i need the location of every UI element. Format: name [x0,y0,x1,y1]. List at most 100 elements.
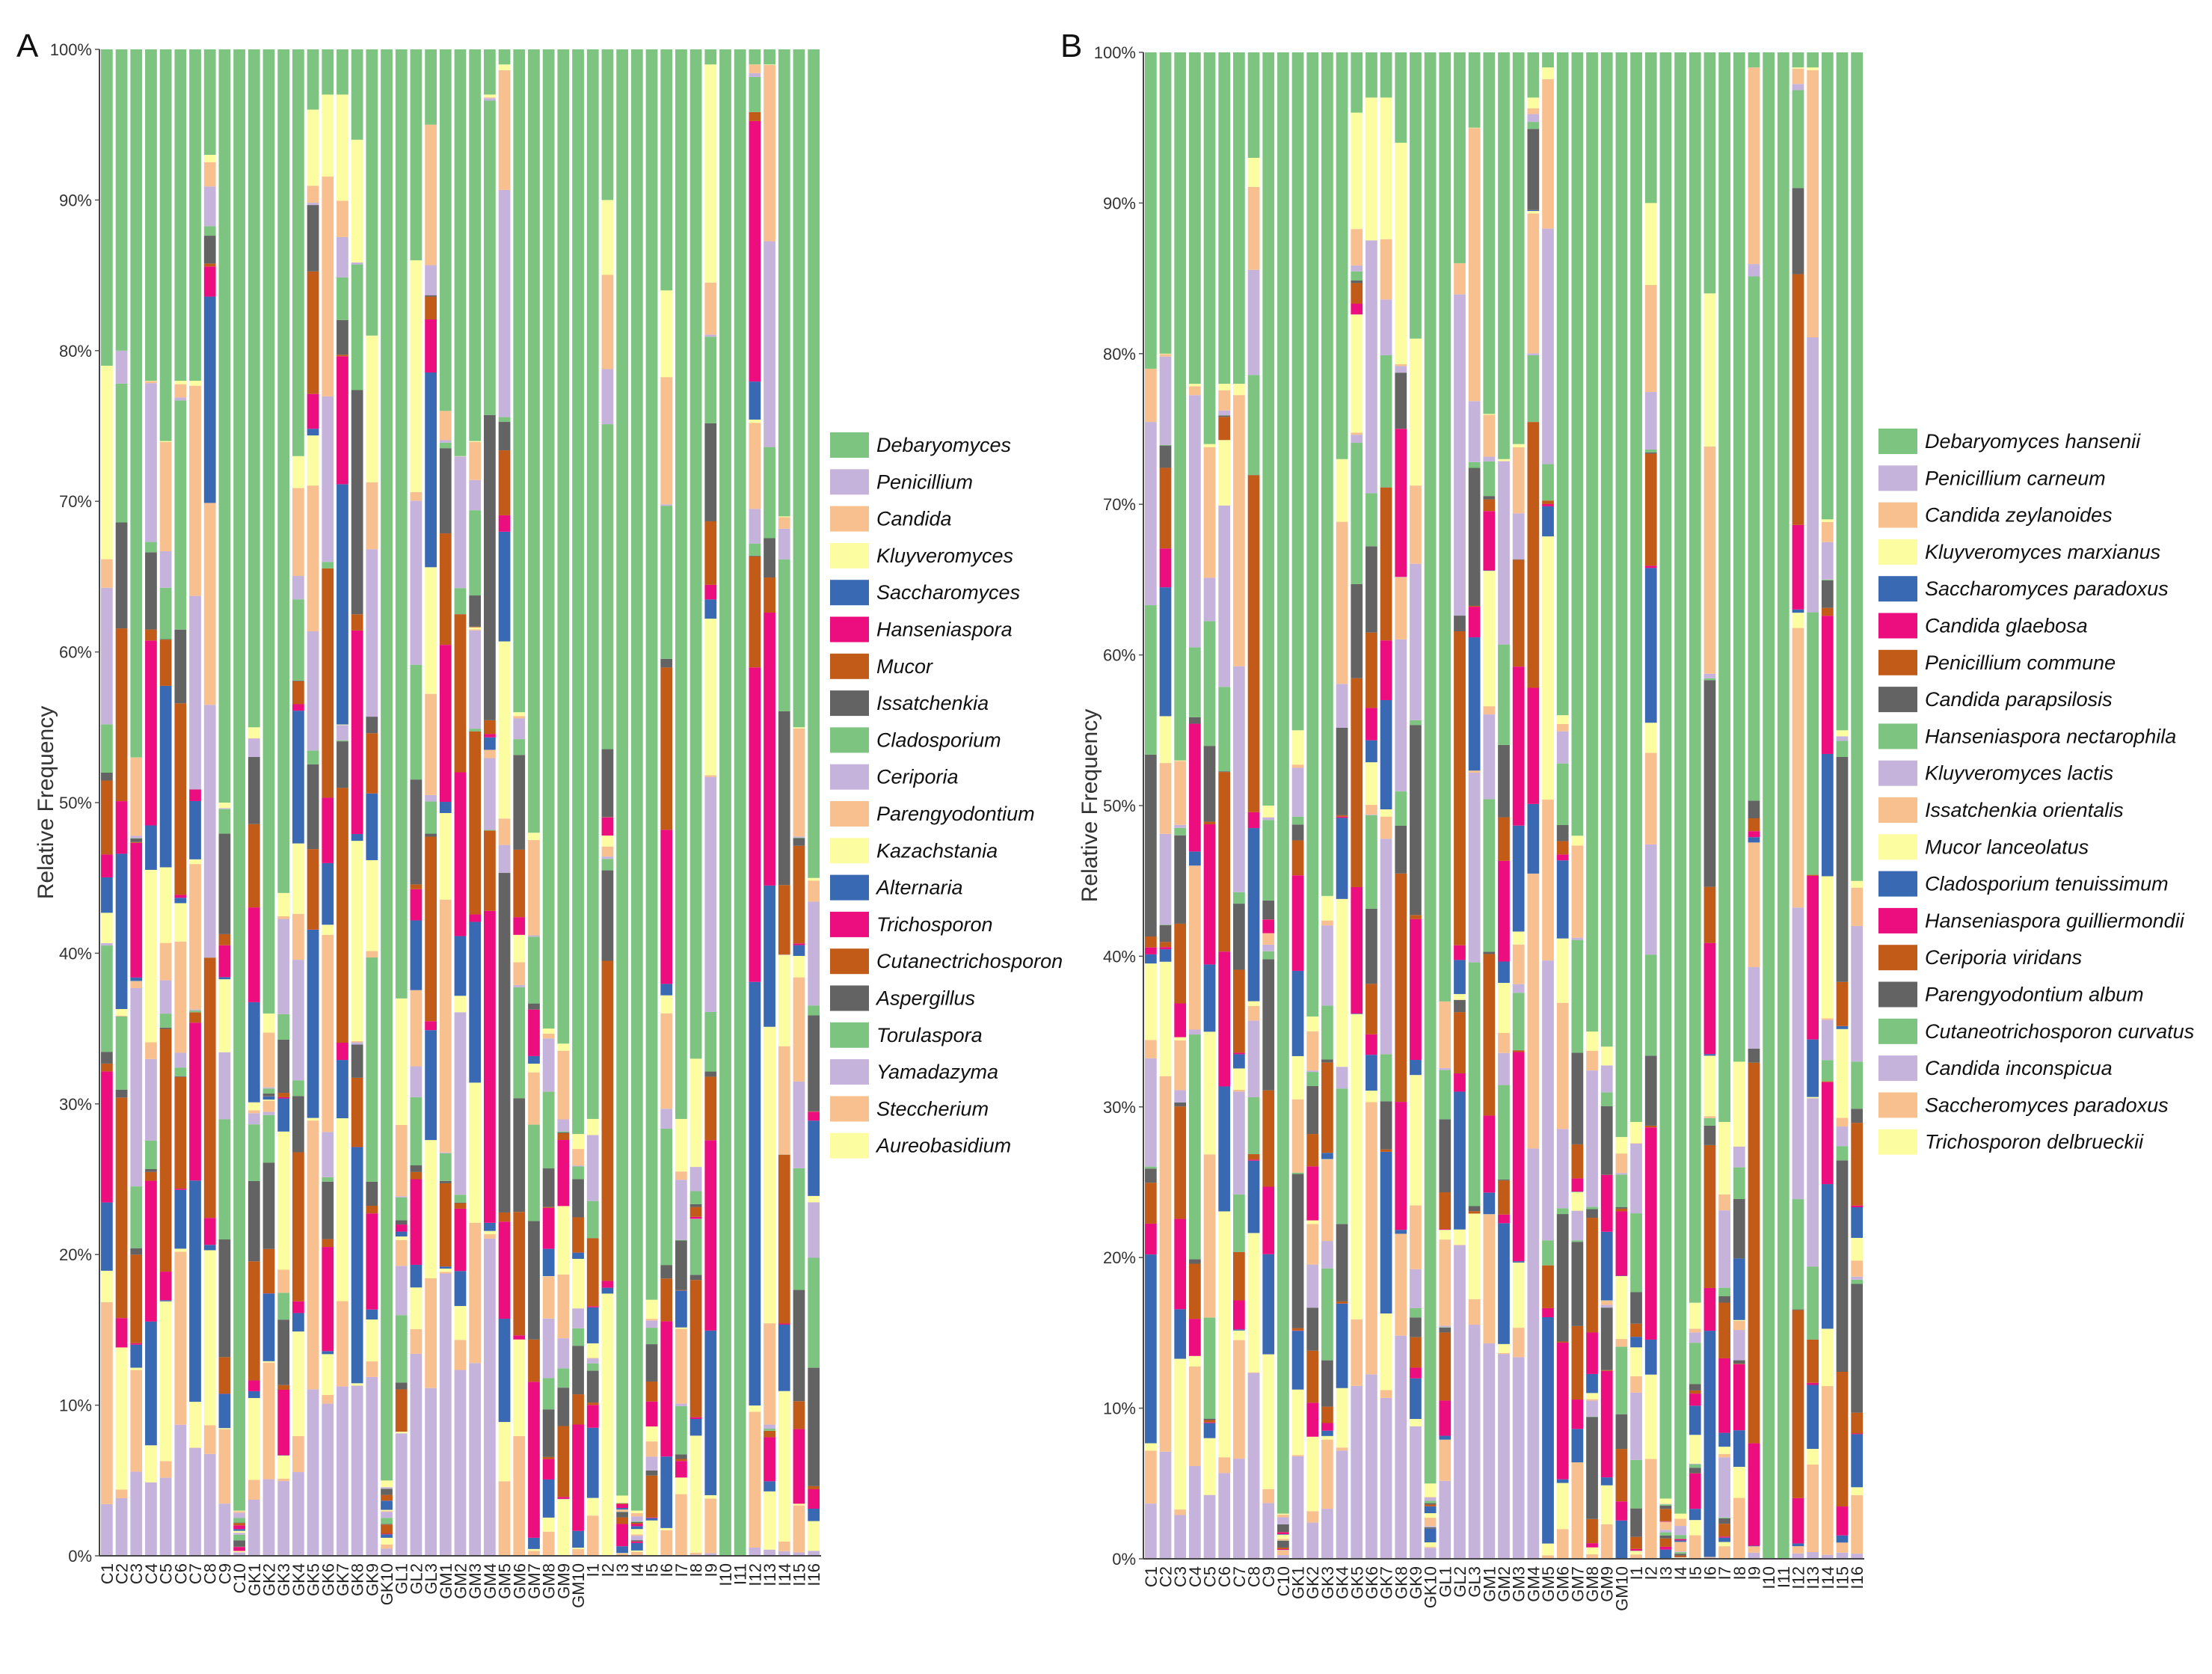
bar-segment [1395,429,1407,577]
bar-segment [174,1424,187,1556]
bar-segment [439,1272,452,1274]
bar-segment [1203,964,1216,1032]
bar-C9 [218,49,231,1556]
bar-GL1 [395,49,408,1556]
bar-segment [749,667,761,982]
bar-segment [749,1547,761,1556]
x-tick-label: GK7 [334,1563,352,1596]
bar-segment [1571,1242,1584,1326]
y-axis-title: Relative Frequency [1078,709,1102,902]
bar-segment [262,1162,275,1249]
bar-segment [248,1500,260,1556]
bar-segment [189,1447,201,1556]
legend-label: Ceriporia viridans [1925,946,2082,969]
bar-segment [704,64,717,283]
bar-segment [660,1013,673,1109]
bar-segment [749,555,761,557]
bar-segment [292,913,304,960]
y-tick-label: 30% [59,1095,92,1114]
bar-segment [1703,886,1716,943]
bar-GM2 [454,49,467,1556]
bar-segment [174,1189,187,1249]
bar-segment [1571,937,1584,940]
bar-segment [469,731,482,915]
bar-segment [366,1206,378,1214]
bar-segment-top [1483,52,1496,414]
bar-segment [1600,1370,1613,1478]
x-tick-label: I14 [775,1563,794,1586]
panel-letter: B [1060,28,1082,64]
bar-segment [808,1202,820,1258]
bar-segment [1600,1106,1613,1175]
bar-segment [1424,1547,1437,1548]
bar-segment [542,1318,555,1379]
bar-segment [1851,1487,1864,1495]
bar-segment [322,1351,334,1355]
bar-segment [1718,1546,1730,1559]
bar-segment-top [307,49,319,110]
legend-label: Candida parapsilosis [1925,688,2113,711]
legend-swatch [1878,687,1917,713]
bar-segment [277,1014,290,1040]
bar-segment [1792,274,1804,525]
legend-swatch [1878,613,1917,639]
bar-segment [1571,836,1584,846]
bar-segment [159,551,172,588]
bar-segment-top [1674,52,1686,1514]
bar-segment [645,1328,658,1345]
bar-segment [1439,1119,1451,1193]
bar-segment [1483,511,1496,571]
bar-segment [645,1401,658,1427]
bar-segment [1586,1332,1598,1374]
bar-segment [1144,936,1157,948]
x-tick-label: C2 [113,1563,132,1584]
bar-segment [203,503,216,705]
bar-segment [528,1382,540,1538]
bar-segment [1718,1447,1730,1454]
bar-segment-top [484,49,496,95]
bar-segment [233,1512,245,1518]
bar-segment [469,626,482,628]
bar-segment [203,236,216,264]
bar-segment [337,1060,348,1119]
legend-label: Alternaria [875,877,963,899]
bar-segment [793,727,805,729]
bar-segment [395,1266,408,1316]
bar-segment [586,1201,599,1239]
bar-segment [572,1308,584,1328]
bar-segment [381,1500,393,1510]
bar-segment [778,1551,790,1556]
bar-segment [174,941,187,1053]
bar-segment [1556,825,1569,841]
bar-segment [159,1461,172,1478]
bar-segment [1792,1546,1804,1554]
bar-segment [704,1071,717,1077]
bar-segment [1144,1168,1157,1183]
legend-label: Parengyodontium album [1925,984,2144,1006]
bar-I2 [1644,52,1657,1559]
bar-segment [645,1518,658,1521]
bar-segment [1306,1086,1319,1135]
bar-segment [1630,1213,1642,1293]
bar-segment-top [1218,52,1231,384]
bar-GL2 [410,49,423,1556]
bar-segment [645,1520,658,1556]
bar-segment [572,1328,584,1346]
bar-segment [189,789,201,801]
bar-segment [1454,1245,1466,1559]
bar-segment [1365,740,1377,763]
bar-segment [1851,1237,1864,1261]
legend-label: Hanseniaspora [876,619,1013,641]
bar-segment [793,1290,805,1402]
legend-swatch [830,911,869,937]
bar-segment [1351,229,1363,266]
bar-segment [484,414,496,720]
bar-segment [1542,79,1554,229]
bar-segment [292,1096,304,1153]
bar-GK6 [1365,52,1377,1559]
bar-segment [764,1323,775,1425]
bar-segment [248,756,260,824]
y-tick-label: 30% [1103,1098,1136,1117]
bar-segment [1498,459,1510,462]
bar-segment-top [586,49,599,1119]
